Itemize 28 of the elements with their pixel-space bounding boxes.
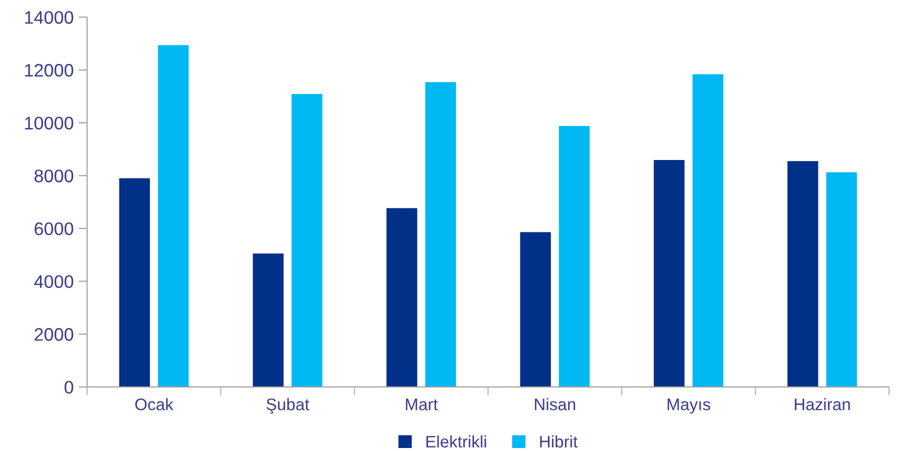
bar [692, 74, 724, 387]
x-tick-label: Mayıs [668, 398, 710, 414]
y-tick-label: 0 [64, 380, 74, 394]
x-tick-label: Haziran [794, 398, 850, 410]
y-tick-label: 2000 [34, 328, 74, 341]
y-tick-label: 6000 [34, 222, 74, 236]
bar [520, 232, 551, 387]
x-tick-label: Ocak [135, 398, 174, 410]
y-tick-label: 14000 [25, 11, 74, 24]
bar [386, 208, 418, 387]
y-tick-label: 10000 [25, 116, 74, 130]
bar [425, 82, 456, 387]
y-tick-label: 12000 [25, 64, 74, 77]
bar [252, 254, 284, 387]
bar [654, 160, 685, 387]
x-tick-label: Mart [406, 398, 438, 410]
x-tick-label: Şubat [266, 398, 310, 414]
bar [558, 126, 590, 387]
bar [292, 94, 322, 387]
bar [158, 45, 189, 387]
y-tick-label: 8000 [34, 170, 74, 182]
x-tick-label: Nisan [534, 398, 576, 410]
legend-label: Elektrikli [426, 435, 486, 448]
bar [119, 178, 150, 387]
bar [787, 161, 818, 387]
bar [826, 172, 857, 387]
y-tick-label: 4000 [34, 275, 74, 288]
legend-label: Hibrit [540, 435, 578, 448]
